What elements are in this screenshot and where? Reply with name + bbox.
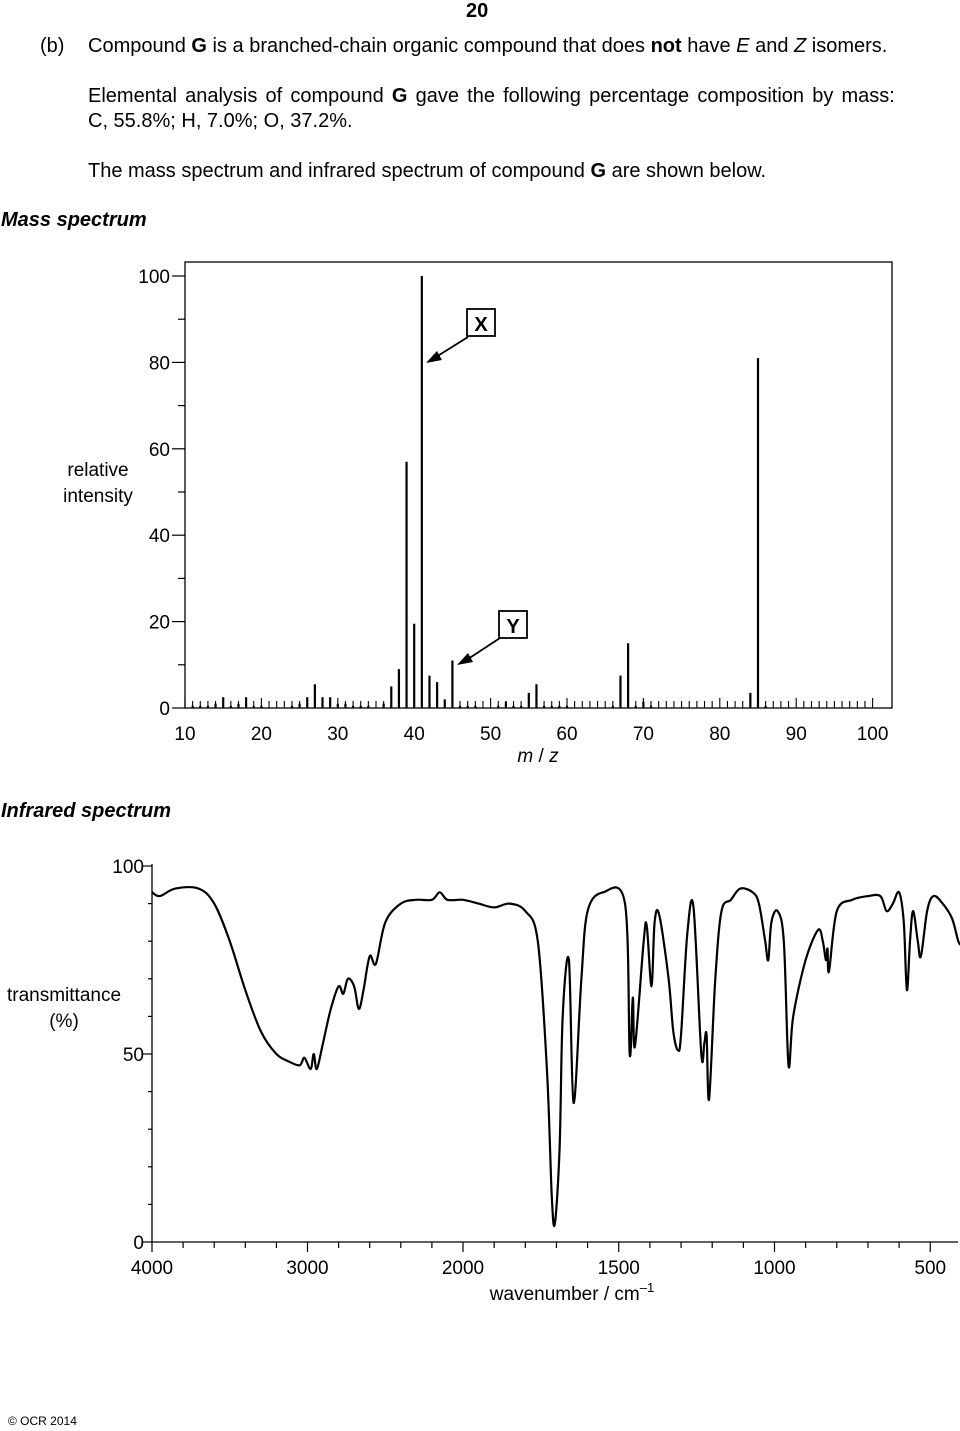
copyright: © OCR 2014 xyxy=(8,1414,77,1428)
x-tick-label: 500 xyxy=(914,1258,946,1279)
page-number: 20 xyxy=(466,0,489,22)
y-tick-label: 60 xyxy=(149,440,170,461)
label-x: X xyxy=(474,314,488,336)
x-tick-label: 60 xyxy=(556,724,577,745)
y-tick-label: 100 xyxy=(112,857,144,878)
mass-spectrum-heading: Mass spectrum xyxy=(1,209,147,231)
infrared-spectrum-chart: 0 50 100 4000 3000 2000 1500 1000 500 wavenumber … xyxy=(7,857,960,1305)
x-tick-label: 70 xyxy=(633,724,654,745)
y-tick-label: 20 xyxy=(149,613,170,634)
label-y-box xyxy=(498,610,528,639)
label-y-arrow-shaft xyxy=(467,637,501,660)
x-tick-label: 90 xyxy=(786,724,807,745)
y-tick-label: 0 xyxy=(159,699,170,720)
x-tick-label: 3000 xyxy=(286,1258,328,1279)
infrared-spectrum-heading: Infrared spectrum xyxy=(1,800,172,822)
label-x-arrowhead xyxy=(426,351,442,363)
elemental-analysis-text: Elemental analysis of compound G gave th… xyxy=(88,85,895,107)
y-axis-label: transmittance xyxy=(7,985,121,1006)
x-tick-label: 1000 xyxy=(753,1258,795,1279)
y-tick-label: 40 xyxy=(149,526,170,547)
x-tick-label: 100 xyxy=(857,724,889,745)
plot-frame xyxy=(184,261,893,709)
x-tick-label: 40 xyxy=(404,724,425,745)
label-x-box xyxy=(466,308,496,337)
x-tick-label: 10 xyxy=(174,724,195,745)
label-x-arrow-shaft xyxy=(435,336,469,358)
y-tick-label: 50 xyxy=(123,1045,144,1066)
x-tick-label: 1500 xyxy=(598,1258,640,1279)
x-tick-label: 4000 xyxy=(131,1258,173,1279)
x-tick-label: 20 xyxy=(251,724,272,745)
x-tick-label: 30 xyxy=(327,724,348,745)
spectra-intro-text: The mass spectrum and infrared spectrum … xyxy=(88,160,767,182)
mass-spectrum-chart: 0 20 40 60 80 100 10 20 30 40 50 60 70 80 90 100 m / z re… xyxy=(63,261,893,767)
y-tick-label: 80 xyxy=(149,353,170,374)
label-y: Y xyxy=(506,616,520,638)
y-tick-label: 100 xyxy=(138,267,170,288)
x-axis-label: wavenumber / cm–1 xyxy=(489,1280,654,1305)
y-axis-label: relative xyxy=(67,460,128,481)
x-tick-label: 2000 xyxy=(442,1258,484,1279)
x-tick-label: 50 xyxy=(480,724,501,745)
x-axis-label: m / z xyxy=(517,746,559,767)
y-axis-label: (%) xyxy=(49,1011,79,1032)
question-intro: Compound G is a branched-chain organic c… xyxy=(88,35,888,57)
ir-spectrum-line xyxy=(151,886,960,1228)
percentage-composition: C, 55.8%; H, 7.0%; O, 37.2%. xyxy=(88,110,353,132)
label-y-arrowhead xyxy=(457,653,473,665)
y-axis-label: intensity xyxy=(63,486,133,507)
part-label: (b) xyxy=(40,35,65,57)
x-tick-label: 80 xyxy=(709,724,730,745)
y-tick-label: 0 xyxy=(133,1233,144,1254)
